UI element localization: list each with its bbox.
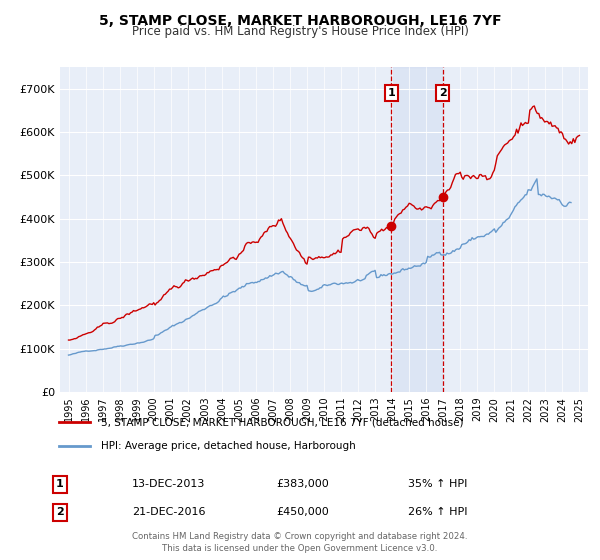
Text: £450,000: £450,000 xyxy=(276,507,329,517)
Text: 2: 2 xyxy=(56,507,64,517)
Text: HPI: Average price, detached house, Harborough: HPI: Average price, detached house, Harb… xyxy=(101,441,356,451)
Text: 5, STAMP CLOSE, MARKET HARBOROUGH, LE16 7YF: 5, STAMP CLOSE, MARKET HARBOROUGH, LE16 … xyxy=(98,14,502,28)
Text: 35% ↑ HPI: 35% ↑ HPI xyxy=(408,479,467,489)
Text: 2: 2 xyxy=(439,88,446,98)
Text: 13-DEC-2013: 13-DEC-2013 xyxy=(132,479,205,489)
Text: 5, STAMP CLOSE, MARKET HARBOROUGH, LE16 7YF (detached house): 5, STAMP CLOSE, MARKET HARBOROUGH, LE16 … xyxy=(101,417,463,427)
Text: 1: 1 xyxy=(388,88,395,98)
Text: £383,000: £383,000 xyxy=(276,479,329,489)
Text: 1: 1 xyxy=(56,479,64,489)
Text: Contains HM Land Registry data © Crown copyright and database right 2024.
This d: Contains HM Land Registry data © Crown c… xyxy=(132,533,468,553)
Bar xyxy=(391,67,443,392)
Text: 21-DEC-2016: 21-DEC-2016 xyxy=(132,507,205,517)
Text: 26% ↑ HPI: 26% ↑ HPI xyxy=(408,507,467,517)
Text: Price paid vs. HM Land Registry's House Price Index (HPI): Price paid vs. HM Land Registry's House … xyxy=(131,25,469,38)
